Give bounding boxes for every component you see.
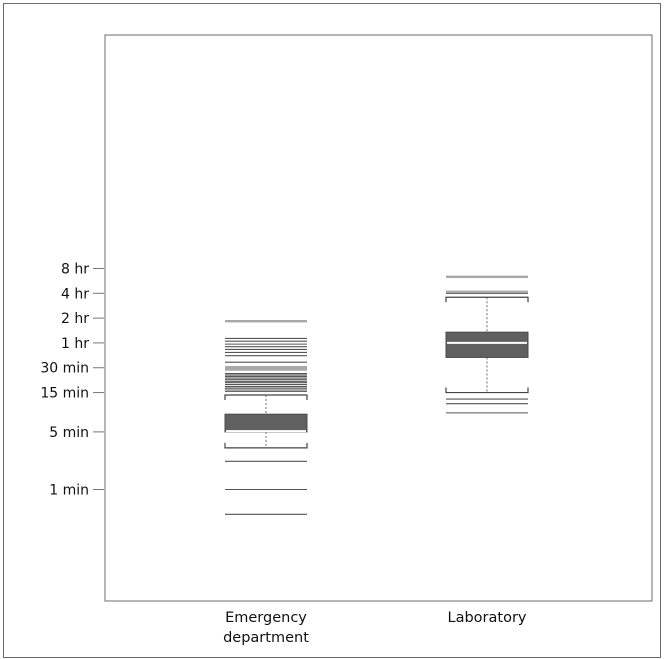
y-tick-label: 8 hr xyxy=(61,261,89,277)
box-group xyxy=(445,275,529,414)
upper-whisker-cap xyxy=(445,296,529,303)
box-iqr xyxy=(224,413,308,433)
x-axis: Emergency department Laboratory xyxy=(223,610,527,646)
y-tick-label: 4 hr xyxy=(61,286,89,302)
y-tick-label: 1 min xyxy=(49,483,89,499)
y-tick-label: 5 min xyxy=(49,425,89,441)
y-tick-label: 2 hr xyxy=(61,311,89,327)
box-iqr xyxy=(445,331,529,358)
upper-whisker-cap xyxy=(224,394,308,401)
box-series xyxy=(224,275,529,515)
box-plot-chart: 1 min 5 min 15 min 30 min 1 hr 2 hr 4 hr 8 hr E… xyxy=(40,34,653,646)
figure-frame: 1 min 5 min 15 min 30 min 1 hr 2 hr 4 hr 8 hr E… xyxy=(3,3,661,658)
lower-whisker-cap xyxy=(445,387,529,394)
y-tick-label: 30 min xyxy=(40,361,89,377)
y-tick-label: 15 min xyxy=(40,386,89,402)
x-category-label: department xyxy=(223,630,309,646)
lower-whisker-cap xyxy=(224,442,308,449)
plot-area xyxy=(104,34,653,602)
x-category-label: Emergency xyxy=(225,610,307,626)
x-category-label: Laboratory xyxy=(448,610,527,626)
box-group xyxy=(224,320,308,515)
y-tick-label: 1 hr xyxy=(61,336,89,352)
y-axis: 1 min 5 min 15 min 30 min 1 hr 2 hr 4 hr 8 hr xyxy=(40,261,104,499)
